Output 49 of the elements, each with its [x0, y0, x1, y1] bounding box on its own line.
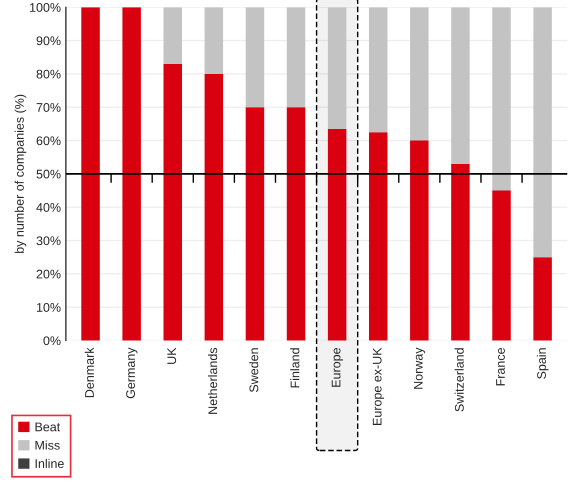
- y-axis-title: by number of companies (%): [14, 94, 26, 253]
- bar: [451, 164, 470, 341]
- y-tick-label: 80%: [36, 70, 61, 79]
- x-tick-label: Norway: [414, 347, 426, 389]
- x-tick-label: Denmark: [84, 347, 94, 398]
- x-tick-label: Netherlands: [208, 348, 218, 414]
- legend-label: Beat: [36, 422, 60, 432]
- y-tick-label: 0%: [43, 336, 61, 346]
- bar: [368, 7, 388, 132]
- bar: [81, 7, 100, 341]
- bar: [451, 7, 470, 164]
- bar: [246, 107, 264, 341]
- legend-label: Miss: [36, 440, 60, 450]
- bar: [204, 7, 224, 74]
- x-tick-label: Switzerland: [454, 348, 464, 412]
- x-tick-label: Europe: [332, 348, 343, 387]
- x-tick-label: Europe ex-UK: [372, 348, 384, 425]
- bar: [286, 107, 306, 341]
- y-tick-label: 100%: [30, 3, 61, 12]
- y-tick-label: 10%: [36, 302, 61, 312]
- bar: [164, 7, 182, 64]
- y-tick-label: 30%: [36, 236, 61, 246]
- y-tick-label: 50%: [36, 170, 61, 179]
- bar: [533, 257, 552, 341]
- bar: [368, 132, 388, 341]
- bar: [533, 7, 552, 258]
- x-tick-label: Spain: [536, 348, 548, 379]
- legend-label: Inline: [36, 458, 64, 468]
- x-tick-label: UK: [167, 348, 176, 364]
- x-tick-label: Sweden: [249, 348, 258, 392]
- bar: [204, 74, 224, 341]
- bar: [492, 7, 511, 191]
- x-tick-label: France: [496, 348, 505, 386]
- bar: [122, 7, 141, 341]
- bar: [492, 190, 511, 341]
- x-tick-label: Germany: [126, 347, 138, 398]
- bar: [246, 7, 264, 108]
- bar: [286, 7, 306, 108]
- bar: [328, 7, 346, 129]
- bar: [410, 140, 429, 341]
- y-tick-label: 40%: [36, 203, 61, 212]
- bar: [164, 64, 182, 341]
- bar: [328, 128, 346, 341]
- y-tick-label: 90%: [36, 36, 61, 46]
- bar: [410, 7, 429, 141]
- y-tick-label: 60%: [36, 136, 61, 146]
- y-tick-label: 20%: [36, 270, 61, 279]
- x-tick-label: Finland: [290, 348, 300, 388]
- y-tick-label: 70%: [36, 103, 61, 112]
